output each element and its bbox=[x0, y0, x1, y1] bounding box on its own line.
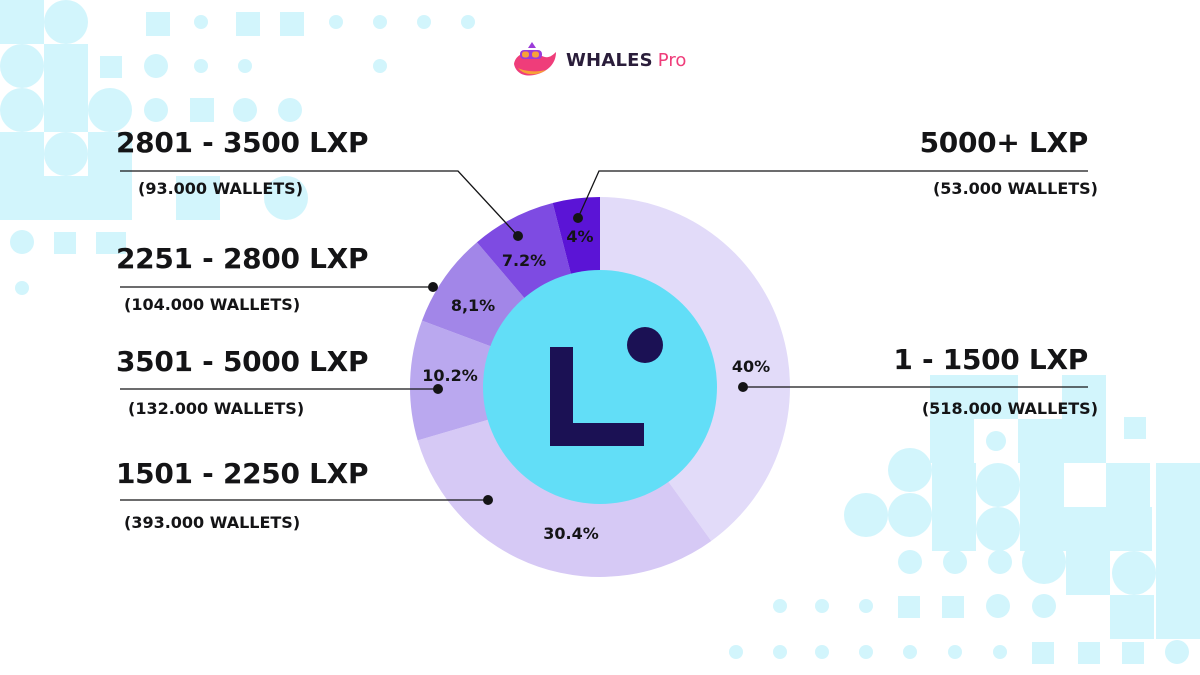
leader-lines bbox=[120, 170, 1088, 501]
pct-label-s3: 10.2% bbox=[422, 366, 478, 385]
leader-dot-s2 bbox=[483, 495, 493, 505]
label-wallets-s5: (93.000 WALLETS) bbox=[138, 179, 304, 198]
leader-dot-s3 bbox=[433, 384, 443, 394]
brand-header: WHALES Pro bbox=[512, 40, 686, 80]
label-range-s3: 3501 - 5000 LXP bbox=[116, 345, 369, 378]
whale-logo-icon bbox=[514, 42, 556, 76]
label-wallets-s2: (393.000 WALLETS) bbox=[124, 513, 301, 532]
donut-slice-s4 bbox=[421, 242, 529, 349]
leader-line-s5 bbox=[120, 170, 519, 237]
label-range-s6: 5000+ LXP bbox=[919, 126, 1089, 159]
linea-logo-icon bbox=[550, 327, 663, 446]
pct-label-s6: 4% bbox=[566, 227, 593, 246]
donut-slice-s5 bbox=[476, 202, 573, 304]
label-range-s5: 2801 - 3500 LXP bbox=[116, 126, 369, 159]
pct-label-s5: 7.2% bbox=[502, 251, 546, 270]
label-wallets-s3: (132.000 WALLETS) bbox=[128, 399, 305, 418]
pct-label-s1: 40% bbox=[732, 357, 770, 376]
brand-suffix: Pro bbox=[657, 49, 687, 71]
leader-dot-s1 bbox=[738, 382, 748, 392]
donut-slice-s3 bbox=[410, 320, 497, 441]
label-range-s2: 1501 - 2250 LXP bbox=[116, 457, 369, 490]
brand-name: WHALES bbox=[566, 49, 653, 71]
leader-dot-s5 bbox=[513, 231, 523, 241]
label-wallets-s6: (53.000 WALLETS) bbox=[932, 179, 1098, 198]
donut-slice-s6 bbox=[552, 197, 600, 281]
center-circle bbox=[483, 270, 717, 504]
label-range-s4: 2251 - 2800 LXP bbox=[116, 242, 369, 275]
pct-label-s4: 8,1% bbox=[451, 296, 495, 315]
label-wallets-s4: (104.000 WALLETS) bbox=[124, 295, 301, 314]
leader-dot-s6 bbox=[573, 213, 583, 223]
label-range-s1: 1 - 1500 LXP bbox=[893, 343, 1088, 376]
leader-line-s6 bbox=[577, 170, 1088, 219]
pct-label-s2: 30.4% bbox=[543, 524, 599, 543]
label-wallets-s1: (518.000 WALLETS) bbox=[921, 399, 1098, 418]
leader-dot-s4 bbox=[428, 282, 438, 292]
